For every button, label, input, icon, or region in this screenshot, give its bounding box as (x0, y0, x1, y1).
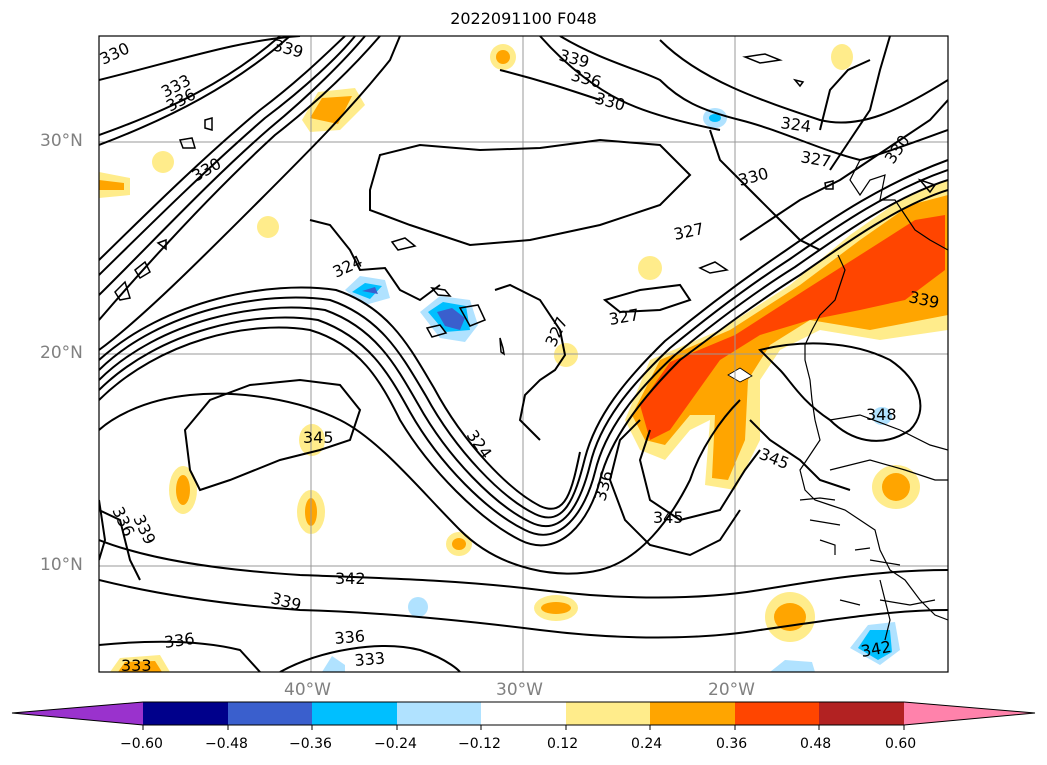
positive-anomaly-band (625, 180, 948, 490)
longitude-label-20w: 20°W (708, 680, 755, 700)
contour-label: 333 (354, 648, 386, 670)
colorbar-tick-label: −0.48 (205, 736, 248, 752)
contour-label: 345 (303, 428, 334, 447)
contour-label-group: 330 339 333 336 339 336 330 324 327 330 … (97, 36, 941, 675)
colorbar-bin (819, 702, 904, 725)
negative-anomaly-spots (322, 108, 900, 672)
longitude-label-40w: 40°W (284, 680, 331, 700)
contour-label: 339 (271, 36, 305, 62)
colorbar-bin (481, 702, 566, 725)
contour-label: 327 (799, 147, 832, 171)
gridlines (99, 36, 948, 672)
colorbar-ticks (142, 725, 905, 730)
colorbar-tick-label: 0.48 (800, 736, 832, 752)
contour-label: 336 (163, 629, 196, 652)
colorbar-bin (397, 702, 481, 725)
small-contours (114, 53, 937, 356)
colorbar-tick-label: −0.60 (120, 736, 163, 752)
colorbar-tick-label: −0.24 (374, 736, 417, 752)
map-area: 330 339 333 336 339 336 330 324 327 330 … (97, 36, 948, 675)
contour-label: 330 (881, 131, 914, 167)
colorbar-under-triangle (12, 702, 143, 725)
contour-label: 342 (335, 569, 366, 588)
colorbar-bin (143, 702, 228, 725)
colorbar-tick-label: 0.24 (631, 736, 663, 752)
colorbar-tick-label: 0.12 (547, 736, 579, 752)
contour-label: 345 (757, 444, 792, 473)
contour-label: 336 (334, 626, 366, 648)
contour-lines (99, 36, 948, 672)
contour-label: 324 (779, 113, 812, 136)
contour-label: 339 (269, 589, 303, 615)
colorbar-bin (312, 702, 397, 725)
map-frame (98, 35, 949, 673)
coastlines (799, 159, 948, 641)
colorbar-tick-label: −0.12 (458, 736, 501, 752)
contour-label: 345 (653, 508, 684, 527)
colorbar-bin (566, 702, 650, 725)
contour-label: 330 (736, 164, 770, 190)
colorbar-bin (735, 702, 819, 725)
latitude-label-10n: 10°N (40, 555, 83, 575)
colorbar-tick-label: −0.36 (289, 736, 332, 752)
colorbar-bin (228, 702, 312, 725)
contour-label: 333 (121, 656, 152, 675)
longitude-label-30w: 30°W (496, 680, 543, 700)
latitude-label-30n: 30°N (40, 131, 83, 151)
shaded-field (99, 44, 948, 672)
positive-anomaly-spots (99, 44, 920, 672)
colorbar-tick-label: 0.36 (716, 736, 748, 752)
map-title: 2022091100 F048 (450, 9, 597, 28)
colorbar-tick-label: 0.60 (885, 736, 917, 752)
contour-label: 327 (607, 305, 640, 329)
contour-label: 348 (866, 405, 897, 424)
contour-label: 327 (672, 219, 706, 244)
contour-label: 330 (593, 89, 627, 115)
contour-label: 330 (97, 38, 133, 68)
colorbar (11, 701, 1036, 730)
colorbar-over-triangle (904, 702, 1035, 725)
colorbar-bin (650, 702, 735, 725)
latitude-label-20n: 20°N (40, 343, 83, 363)
